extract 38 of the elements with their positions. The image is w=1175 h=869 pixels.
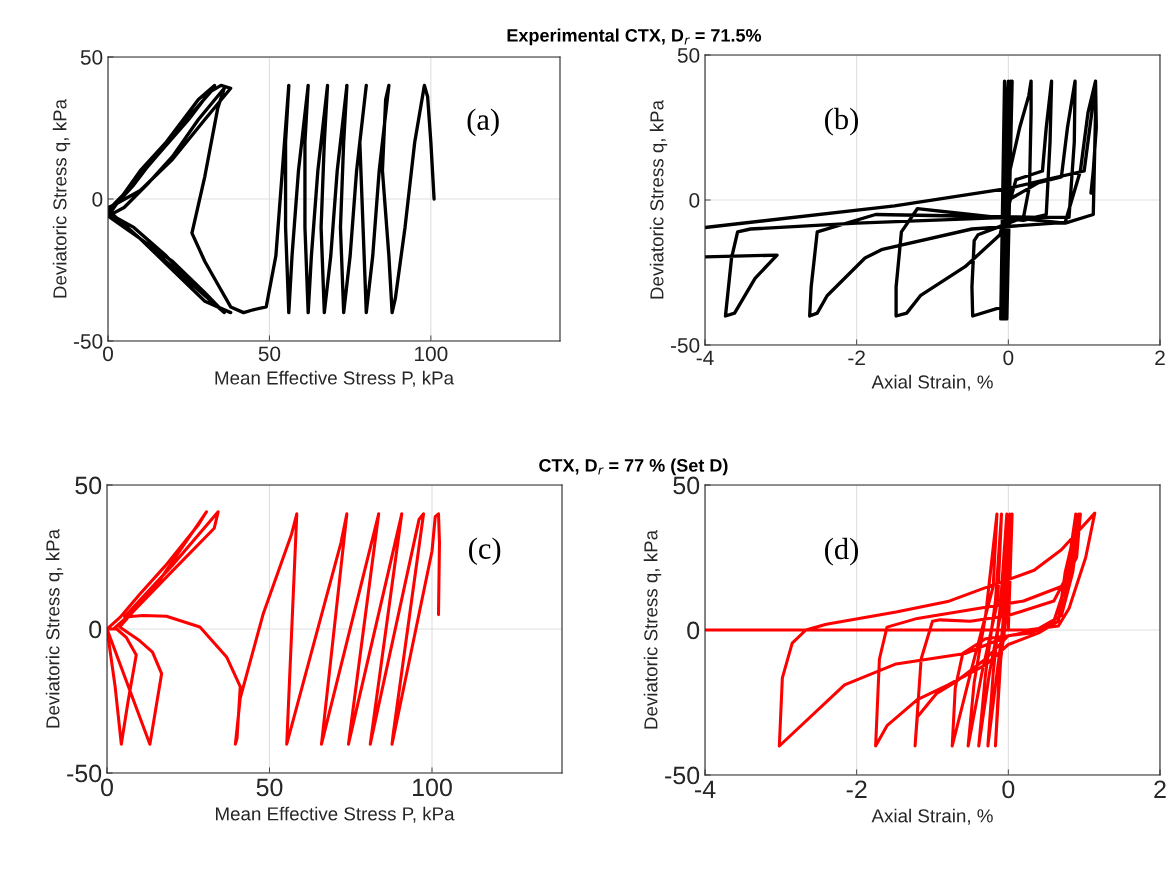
x-tick-label: 0 xyxy=(103,346,113,362)
y-tick-label: -50 xyxy=(67,764,102,783)
line-series xyxy=(107,510,442,746)
x-tick-label: 100 xyxy=(413,778,452,797)
x-axis-title: Axial Strain, % xyxy=(871,374,993,391)
x-tick-label: 100 xyxy=(415,346,448,362)
y-tick-label: -50 xyxy=(73,334,103,349)
y-tick-label: 0 xyxy=(92,192,103,207)
annotation: (a) xyxy=(467,108,499,137)
annotation: (d) xyxy=(825,537,858,566)
y-tick-label: 0 xyxy=(687,621,700,640)
y-axis-title: Deviatoric Stress q, kPa xyxy=(649,99,668,299)
y-tick-label: 50 xyxy=(75,476,102,495)
y-tick-label: 0 xyxy=(689,193,700,208)
y-axis-title: Deviatoric Stress q, kPa xyxy=(45,528,64,728)
x-tick-label: 0 xyxy=(1002,780,1015,799)
line-series xyxy=(108,83,436,315)
x-tick-label: 2 xyxy=(1155,350,1165,365)
y-tick-label: 50 xyxy=(80,50,103,65)
x-tick-label: 50 xyxy=(258,346,281,362)
x-tick-label: -2 xyxy=(848,350,865,365)
x-axis-title: Mean Effective Stress P, kPa xyxy=(215,370,455,387)
text: CTX, D$_{r}$ = 77 % (Set D) xyxy=(539,458,728,476)
line-series xyxy=(705,511,1097,748)
x-axis-title: Axial Strain, % xyxy=(871,808,993,825)
text: Experimental CTX, D$_{r}$ = 71.5% xyxy=(507,28,762,46)
x-axis-title: Mean Effective Stress P, kPa xyxy=(216,806,455,823)
x-tick-label: 50 xyxy=(256,778,283,797)
x-tick-label: 2 xyxy=(1154,780,1166,798)
y-axis-title: Deviatoric Stress q, kPa xyxy=(643,529,662,729)
x-tick-label: 0 xyxy=(1003,350,1014,366)
y-tick-label: 0 xyxy=(89,620,102,639)
y-tick-label: 50 xyxy=(677,48,700,63)
y-axis-title: Deviatoric Stress q, kPa xyxy=(52,98,71,298)
x-tick-label: -2 xyxy=(846,780,867,798)
y-tick-label: 50 xyxy=(673,476,700,495)
annotation: (c) xyxy=(469,537,501,566)
annotation: (b) xyxy=(825,107,858,136)
